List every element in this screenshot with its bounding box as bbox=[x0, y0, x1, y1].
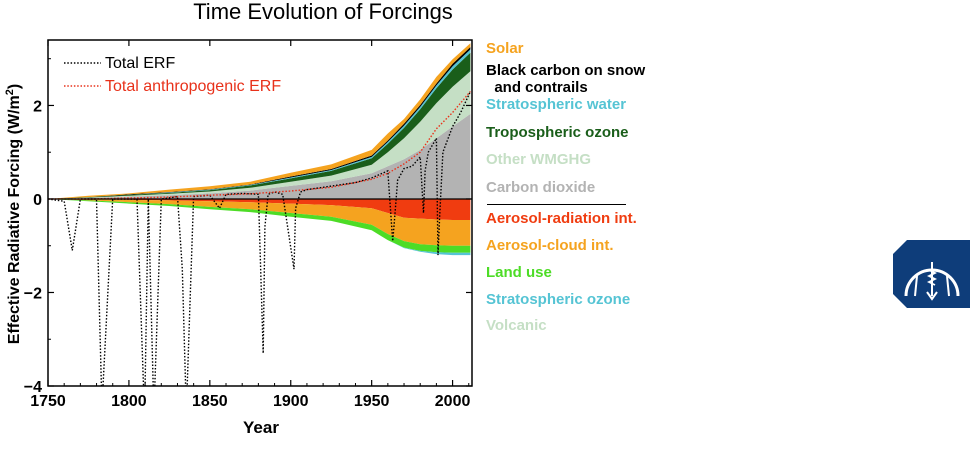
x-tick-label: 1900 bbox=[273, 393, 309, 410]
legend-item-land-use: Land use bbox=[486, 264, 552, 281]
legend-item-other-wmghg: Other WMGHG bbox=[486, 151, 591, 168]
line-total-erf bbox=[48, 91, 472, 386]
plot-frame bbox=[47, 39, 473, 387]
legend-item-aerosol-cloud-int: Aerosol-cloud int. bbox=[486, 237, 614, 254]
y-axis-label-sup: 2 bbox=[4, 89, 16, 95]
y-tick-label: −2 bbox=[24, 285, 42, 302]
chart-title: Time Evolution of Forcings bbox=[193, 0, 453, 24]
x-tick-label: 2000 bbox=[435, 393, 471, 410]
area-aerosol-radiation-int bbox=[48, 199, 471, 220]
area-tropospheric-ozone bbox=[48, 52, 471, 199]
x-tick-label: 1850 bbox=[192, 393, 228, 410]
legend-separator bbox=[487, 204, 626, 205]
legend-item-carbon-dioxide: Carbon dioxide bbox=[486, 179, 596, 196]
legend-item-aerosol-radiation-int: Aerosol-radiation int. bbox=[486, 210, 637, 227]
stacked-areas bbox=[48, 43, 471, 256]
y-axis-label-close: ) bbox=[6, 84, 23, 89]
y-axis-label: Effective Radiative Forcing (W/m2) bbox=[4, 84, 23, 344]
x-axis-label: Year bbox=[243, 418, 279, 437]
area-carbon-dioxide bbox=[48, 113, 471, 199]
legend-label-total-erf: Total ERF bbox=[105, 55, 175, 72]
legend-item-volcanic: Volcanic bbox=[486, 317, 547, 334]
legend-item-tropospheric-ozone: Tropospheric ozone bbox=[486, 124, 629, 141]
legend-item-solar: Solar bbox=[486, 40, 524, 57]
y-tick-label: 0 bbox=[33, 192, 42, 209]
y-axis-label-main: Effective Radiative Forcing (W/m bbox=[6, 95, 23, 344]
line-legend: Total ERF Total anthropogenic ERF bbox=[64, 55, 281, 95]
x-tick-label: 1950 bbox=[354, 393, 390, 410]
legend-label-total-anthropogenic-erf: Total anthropogenic ERF bbox=[105, 78, 281, 95]
line-total-anthropogenic-erf bbox=[48, 90, 471, 200]
area-aerosol-cloud-int bbox=[48, 199, 471, 246]
x-tick-label: 1750 bbox=[30, 393, 66, 410]
plot-axes: 1750 1800 1850 1900 1950 2000 −4 −2 0 2 bbox=[24, 39, 473, 410]
y-tick-label: −4 bbox=[24, 379, 42, 396]
area-land-use bbox=[48, 199, 471, 253]
legend-item-black-carbon-on-snow-and-contrails: Black carbon on snow and contrails bbox=[486, 62, 646, 96]
legend-item-stratospheric-ozone: Stratospheric ozone bbox=[486, 291, 631, 308]
climate-badge-icon bbox=[893, 240, 970, 308]
x-tick-label: 1800 bbox=[111, 393, 147, 410]
y-tick-label: 2 bbox=[33, 98, 42, 115]
erf-lines bbox=[48, 90, 472, 386]
area-other-wmghg bbox=[48, 71, 471, 199]
legend-item-stratospheric-water: Stratospheric water bbox=[486, 96, 627, 113]
